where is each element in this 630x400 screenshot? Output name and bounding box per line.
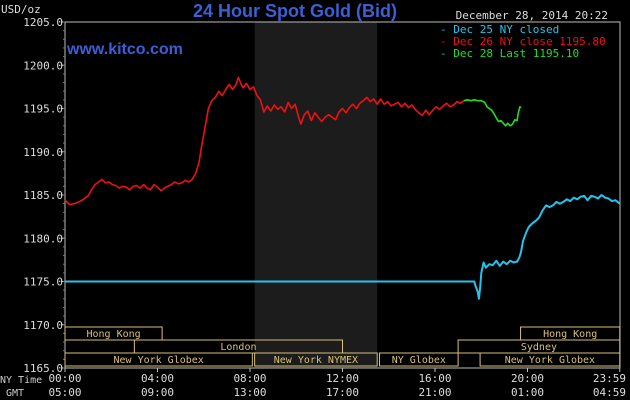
x-tick-label-gmt: 01:00: [511, 386, 544, 399]
series-layer: [64, 76, 621, 300]
y-axis-label: USD/oz: [1, 3, 41, 16]
session-bar-label: Sydney: [521, 342, 557, 353]
session-bar-label: New York Globex: [114, 355, 204, 366]
y-tick-label: 1195.0: [23, 103, 63, 116]
legend-entry: - Dec 26 NY close 1195.80: [440, 35, 606, 48]
x-tick-label-gmt: 13:00: [233, 386, 266, 399]
text-layer: USD/oz 24 Hour Spot Gold (Bid) www.kitco…: [0, 1, 608, 399]
series-line-2: [64, 76, 465, 206]
x-row-label-ny: NY Time: [0, 375, 42, 386]
session-bar-label: New York Globex: [505, 355, 595, 366]
x-tick-label-gmt: 04:59: [593, 386, 626, 399]
x-row-label-gmt: GMT: [6, 388, 24, 399]
nymex-shade-layer: [254, 22, 378, 368]
y-tick-label: 1185.0: [23, 189, 63, 202]
session-bar: [64, 352, 253, 367]
y-tick-label: 1180.0: [23, 232, 63, 245]
session-bar: [379, 352, 459, 367]
series-line-1: [65, 194, 621, 300]
chart-title: 24 Hour Spot Gold (Bid): [193, 1, 397, 21]
y-tick-label: 1165.0: [23, 362, 63, 375]
y-tick-label: 1175.0: [23, 276, 63, 289]
session-bar: [64, 326, 163, 341]
x-tick-label-gmt: 05:00: [48, 386, 81, 399]
legend-entry: - Dec 25 NY closed: [440, 23, 559, 36]
session-bar-label: Hong Kong: [543, 329, 597, 340]
legend-entry: - Dec 28 Last 1195.10: [440, 47, 579, 60]
session-bar-label: NY Globex: [392, 355, 446, 366]
session-bar: [254, 352, 378, 367]
website-label: www.kitco.com: [66, 41, 183, 58]
y-tick-label: 1205.0: [23, 16, 63, 29]
nymex-hours-shade: [254, 22, 378, 368]
y-tick-label: 1190.0: [23, 146, 63, 159]
x-tick-label-ny: 23:59: [593, 372, 626, 385]
session-bar: [479, 352, 621, 367]
x-tick-label-ny: 12:00: [326, 372, 359, 385]
y-tick-label: 1170.0: [23, 319, 63, 332]
x-tick-label-ny: 04:00: [141, 372, 174, 385]
x-tick-label-ny: 20:00: [511, 372, 544, 385]
x-tick-label-ny: 08:00: [233, 372, 266, 385]
session-bars-layer: Hong Kong London New York Globex New York N…: [64, 326, 621, 367]
x-tick-label-ny: 00:00: [48, 372, 81, 385]
date-label: December 28, 2014 20:22: [456, 9, 608, 22]
y-tick-label: 1200.0: [23, 59, 63, 72]
session-bar-label: London: [220, 342, 256, 353]
x-tick-label-ny: 16:00: [418, 372, 451, 385]
session-bar-label: Hong Kong: [86, 329, 140, 340]
x-tick-label-gmt: 21:00: [418, 386, 451, 399]
series-line-3: [463, 99, 522, 127]
session-bar-label: New York NYMEX: [274, 355, 358, 366]
x-tick-label-gmt: 09:00: [141, 386, 174, 399]
axes-layer: 1205.0 1200.0 1195.0 1190.0 1185.0 1180.0 1175…: [23, 16, 626, 399]
legend: - Dec 25 NY closed- Dec 26 NY close 1195…: [440, 23, 606, 60]
x-tick-label-gmt: 17:00: [326, 386, 359, 399]
